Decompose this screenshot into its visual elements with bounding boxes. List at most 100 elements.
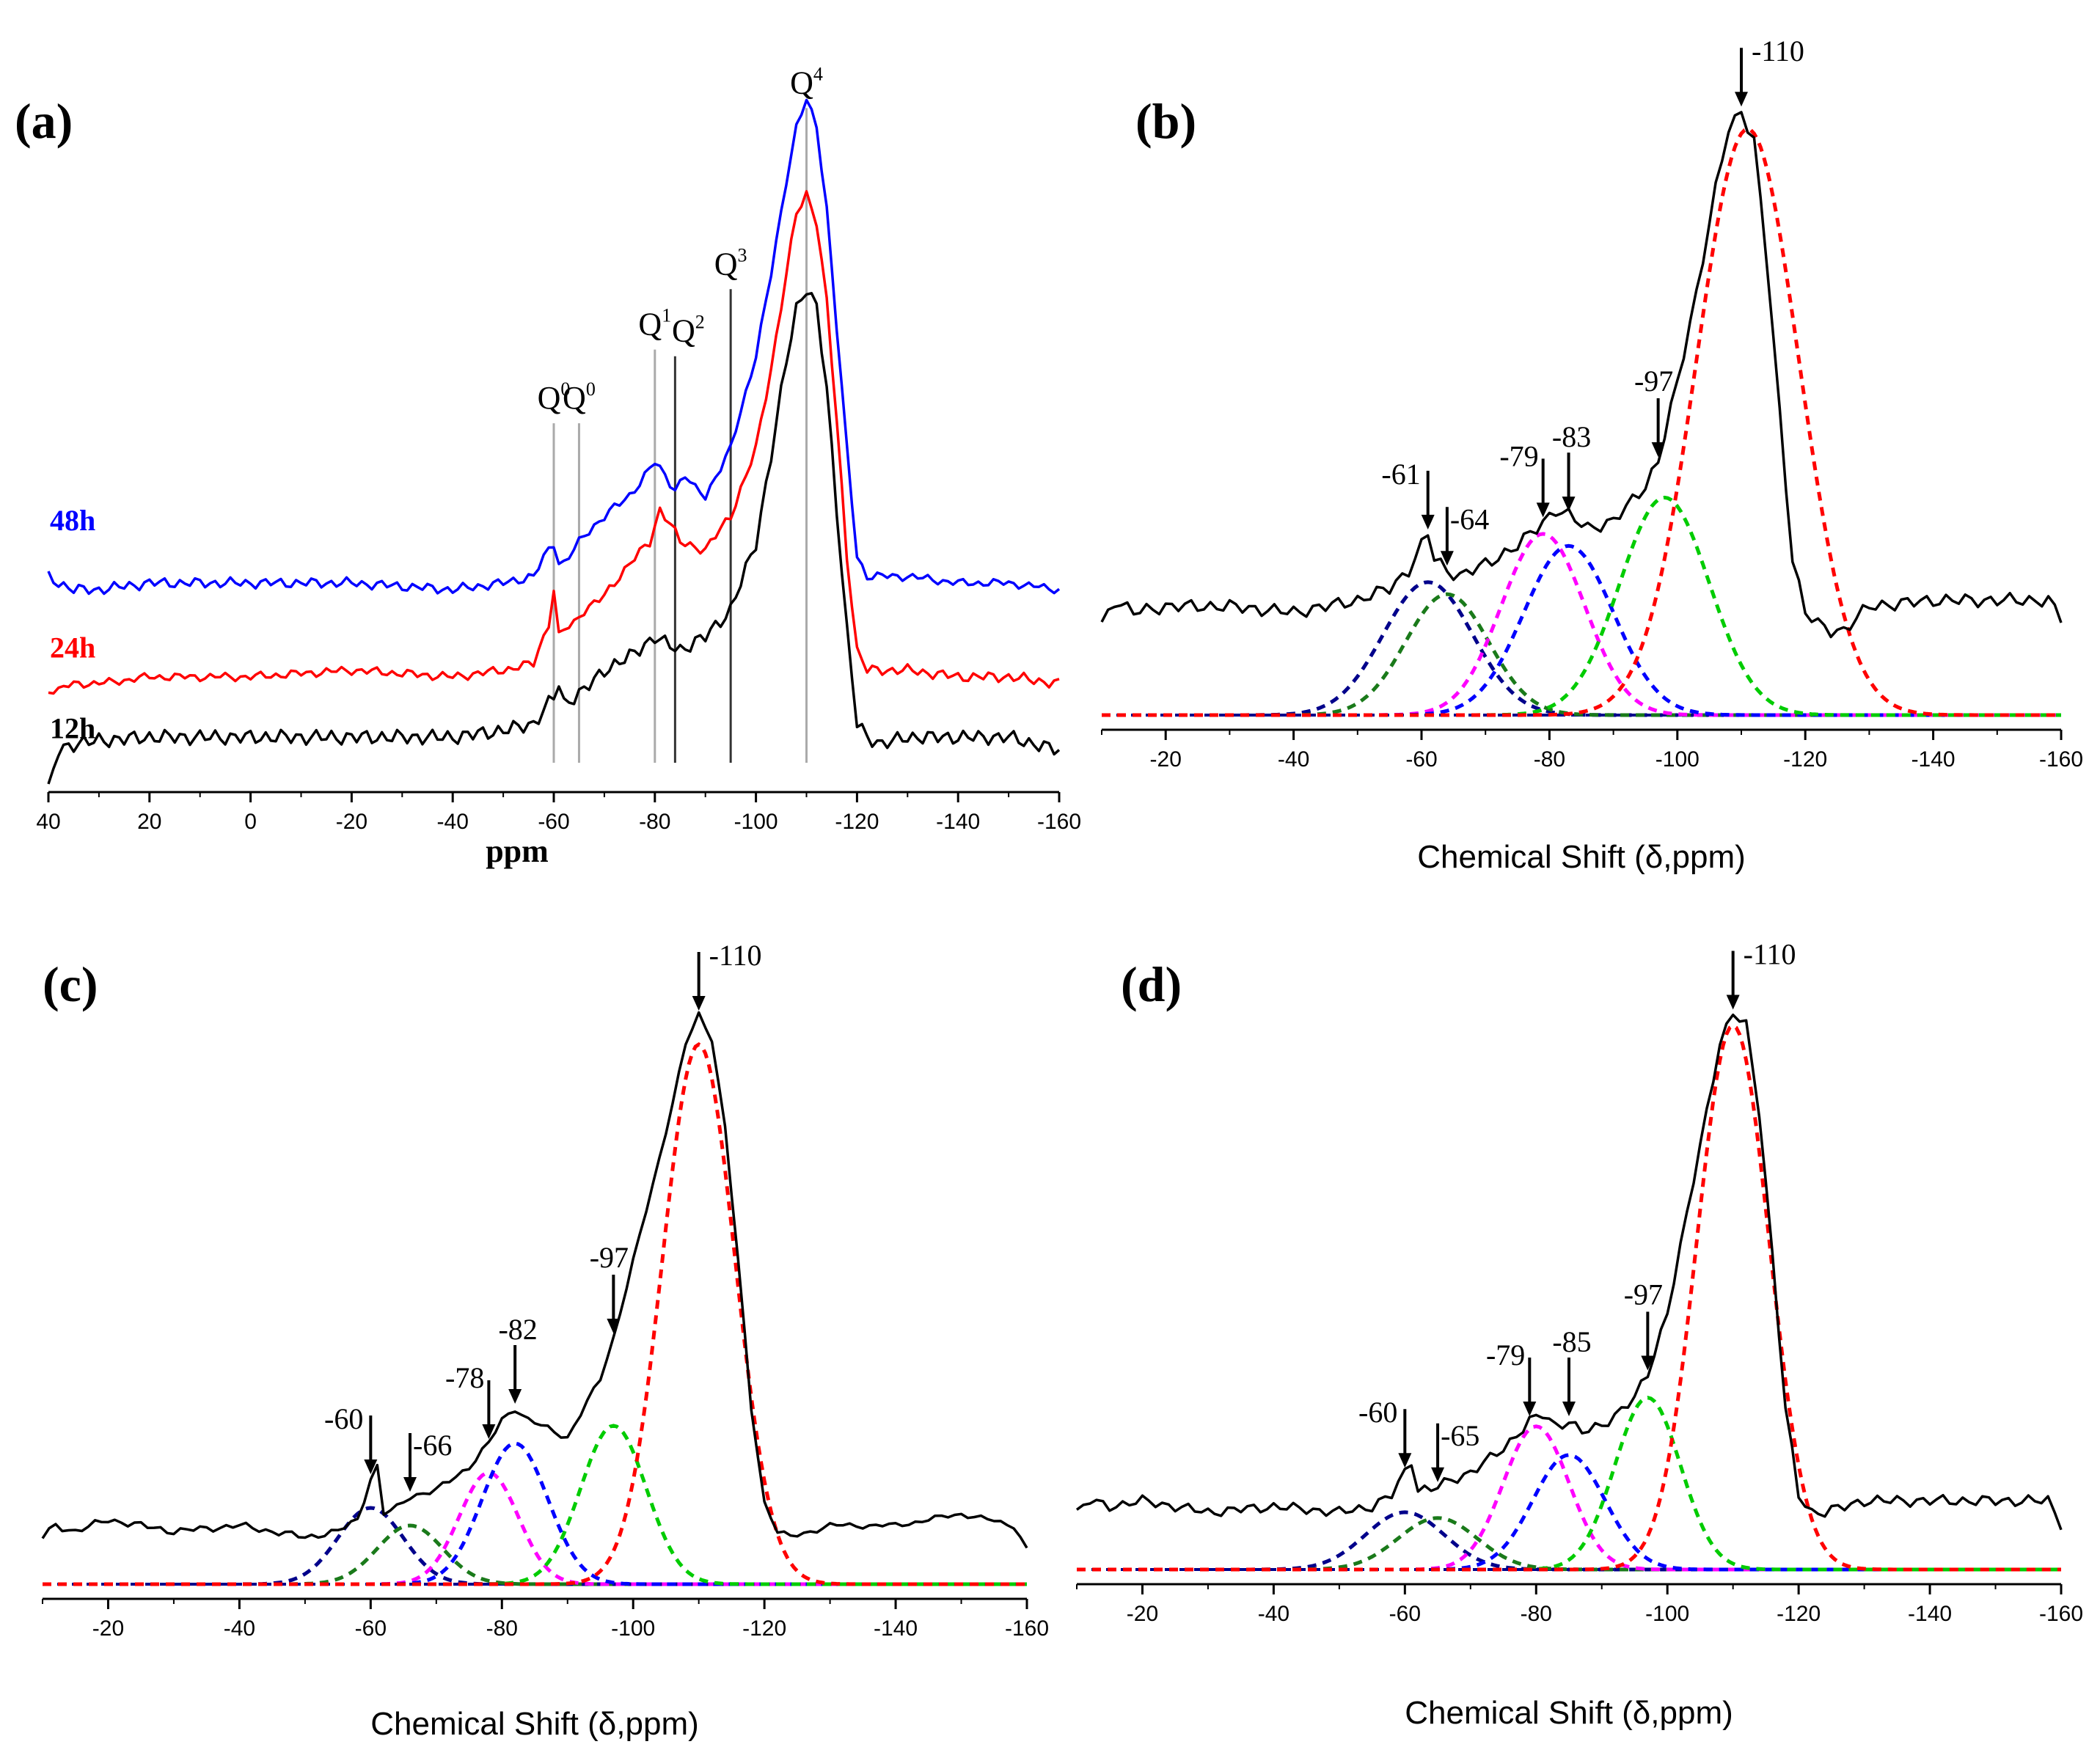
fit-component (43, 1523, 1027, 1586)
peak-label: -110 (1744, 937, 1796, 970)
x-tick-label: 0 (244, 810, 257, 834)
q-marker-sup: 3 (738, 244, 747, 265)
peak-arrow-head (1523, 1401, 1537, 1416)
series-label: 48h (50, 504, 95, 537)
fit-component (43, 1424, 1027, 1586)
peak-arrow-head (1735, 92, 1748, 107)
x-axis-label: Chemical Shift (δ,ppm) (1417, 839, 1746, 875)
x-tick-label: -80 (1521, 1602, 1552, 1626)
x-tick-label: -40 (1278, 747, 1309, 772)
x-tick-label: -100 (1656, 747, 1700, 772)
experimental-spectrum (41, 1011, 1028, 1549)
x-tick-label: -20 (336, 810, 367, 834)
series-24h (48, 190, 1060, 695)
x-tick-label: -80 (1534, 747, 1565, 772)
panel-label: (c) (43, 956, 98, 1012)
x-tick-label: -140 (874, 1616, 918, 1641)
peak-arrow-head (1562, 1401, 1576, 1416)
peak-arrow-head (1421, 514, 1435, 530)
peak-arrow-head (1726, 995, 1740, 1010)
peak-arrow-head (508, 1389, 522, 1404)
series-label: 12h (50, 711, 95, 744)
x-tick-label: -160 (1037, 810, 1081, 834)
peak-label: -60 (324, 1402, 363, 1435)
q-marker-sup: 0 (560, 378, 570, 400)
peak-arrow-head (482, 1424, 496, 1439)
panel-label: (b) (1135, 93, 1196, 149)
peak-label: -79 (1486, 1338, 1525, 1371)
peak-label: -83 (1552, 420, 1591, 453)
x-tick-label: -160 (1005, 1616, 1049, 1641)
experimental-spectrum (1100, 111, 2063, 639)
x-tick-label: -20 (1150, 747, 1182, 772)
x-tick-label: -60 (355, 1616, 387, 1641)
panel-label: (a) (15, 93, 73, 149)
x-tick-label: -120 (1777, 1602, 1821, 1626)
fit-component (1102, 127, 2061, 717)
x-tick-label: -120 (742, 1616, 786, 1641)
peak-arrow-head (1641, 1355, 1655, 1371)
peak-arrow-head (1651, 442, 1665, 457)
q-marker-sup: 0 (586, 378, 596, 400)
x-tick-label: -160 (2039, 1602, 2083, 1626)
x-tick-label: -60 (1389, 1602, 1421, 1626)
x-tick-label: -140 (1908, 1602, 1952, 1626)
series-12h (47, 292, 1061, 785)
series-label: 24h (50, 631, 95, 664)
x-tick-label: -100 (734, 810, 778, 834)
x-axis-label: Chemical Shift (δ,ppm) (1405, 1695, 1733, 1731)
fit-component (43, 1041, 1027, 1586)
peak-label: -61 (1381, 458, 1420, 491)
x-tick-label: -20 (1127, 1602, 1158, 1626)
x-tick-label: 40 (36, 810, 60, 834)
peak-arrow-head (403, 1477, 417, 1492)
peak-label: -82 (498, 1313, 537, 1346)
peak-arrow-head (364, 1459, 378, 1474)
peak-label: -60 (1358, 1396, 1397, 1429)
peak-label: -79 (1499, 439, 1538, 472)
x-tick-label: -120 (1783, 747, 1827, 772)
fit-component (1077, 1396, 2061, 1572)
peak-arrow-head (1562, 497, 1576, 512)
series-48h (47, 98, 1061, 596)
peak-label: -65 (1441, 1419, 1479, 1452)
q-marker-sup: 4 (813, 63, 823, 84)
x-tick-label: -100 (1645, 1602, 1689, 1626)
peak-label: -66 (413, 1429, 452, 1462)
panel-c: (c) -20 -40 -60 -80 -100 -120 -140 -160 Chemical … (41, 939, 1049, 1742)
x-tick-label: -40 (1258, 1602, 1289, 1626)
x-tick-label: -120 (835, 810, 879, 834)
peak-arrow-head (1536, 502, 1550, 518)
q-marker-sup: 1 (662, 305, 671, 326)
x-tick-label: -100 (611, 1616, 655, 1641)
x-axis-label: ppm (486, 833, 549, 869)
panel-b: (b) -20 -40 -60 -80 -100 -120 -140 -160 Chemical … (1100, 34, 2083, 875)
peak-label: -110 (709, 939, 762, 972)
x-tick-label: -60 (538, 810, 569, 834)
fit-component (1077, 1424, 2061, 1572)
peak-label: -64 (1450, 502, 1489, 535)
x-tick-label: -80 (639, 810, 670, 834)
x-tick-label: -40 (224, 1616, 255, 1641)
peak-arrow-head (692, 996, 706, 1011)
x-tick-label: -80 (486, 1616, 518, 1641)
x-tick-label: 20 (137, 810, 161, 834)
x-tick-label: -160 (2039, 747, 2083, 772)
x-tick-label: -140 (1911, 747, 1956, 772)
peak-arrow-head (1398, 1453, 1412, 1468)
peak-arrow-head (1431, 1467, 1445, 1482)
x-tick-label: -60 (1405, 747, 1437, 772)
peak-label: -78 (445, 1361, 484, 1394)
peak-label: -97 (1634, 365, 1673, 398)
panel-d: (d) -20 -40 -60 -80 -100 -120 -140 -160 Chemical … (1075, 937, 2083, 1731)
x-axis-label: Chemical Shift (δ,ppm) (370, 1706, 699, 1742)
peak-label: -97 (1624, 1278, 1663, 1311)
x-tick-label: -40 (437, 810, 469, 834)
x-tick-label: -140 (936, 810, 980, 834)
panel-label: (d) (1121, 956, 1182, 1012)
peak-label: -85 (1552, 1325, 1591, 1358)
x-tick-label: -20 (92, 1616, 124, 1641)
peak-arrow-head (607, 1319, 621, 1333)
